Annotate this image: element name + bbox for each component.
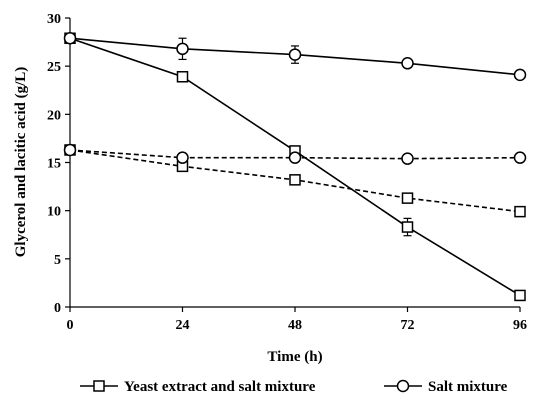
x-ticks: 0 24 48 72 96 [67,307,527,333]
data-point-circle [176,42,189,56]
data-point-square [289,174,301,186]
x-tick-label: 72 [401,318,415,333]
legend: Yeast extract and salt mixture Salt mixt… [80,379,508,395]
series-circle-dashed [63,143,527,165]
y-tick-label: 25 [47,60,61,75]
x-axis-label: Time (h) [267,349,322,365]
x-tick-label: 48 [288,318,302,333]
plot-area: 0 5 10 15 20 25 30 0 24 48 72 96 [47,12,527,333]
series-line [69,37,521,297]
legend-item-yeast: Yeast extract and salt mixture [80,379,316,395]
data-point-circle [513,68,527,82]
data-point-circle [288,151,302,164]
x-tick-label: 24 [176,318,190,333]
data-point-circle [288,48,302,61]
y-tick-label: 10 [47,205,61,220]
y-ticks: 0 5 10 15 20 25 30 [47,12,70,316]
x-tick-label: 96 [513,318,527,333]
data-point-circle [513,151,527,164]
y-tick-label: 20 [47,108,61,123]
y-tick-label: 0 [54,301,61,316]
y-tick-label: 30 [47,12,61,27]
series-layer [63,31,527,302]
legend-square-marker [93,380,105,392]
data-point-circle [176,151,189,164]
legend-item-salt: Salt mixture [384,379,508,395]
data-point-square [514,205,526,218]
data-point-circle [401,57,414,70]
series-square-solid [64,32,526,302]
y-axis-label: Glycerol and lacitic acid (g/L) [13,67,29,258]
y-tick-label: 15 [47,157,61,172]
data-point-square [401,221,414,233]
data-point-circle [63,143,77,157]
data-point-square [176,71,189,83]
legend-circle-marker [396,379,410,393]
legend-label: Salt mixture [428,379,508,395]
data-point-circle [401,152,414,165]
data-point-circle [63,31,77,45]
data-point-square [514,289,526,302]
y-tick-label: 5 [54,253,61,268]
legend-label: Yeast extract and salt mixture [124,379,316,395]
data-point-square [401,192,414,204]
x-tick-label: 0 [67,318,74,333]
series-circle-solid [63,31,527,82]
